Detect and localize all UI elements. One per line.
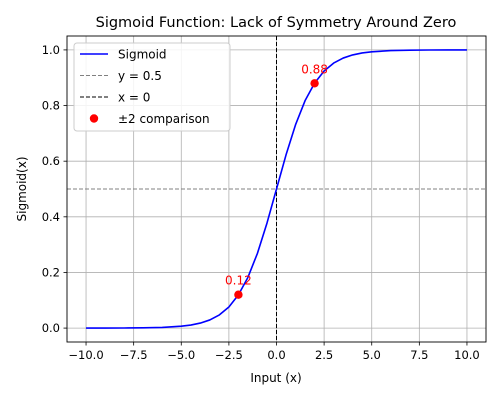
x-tick-label: 5.0	[363, 348, 381, 362]
point-label: 0.88	[301, 62, 328, 76]
x-tick-label: −7.5	[120, 348, 148, 362]
x-tick-label: 2.5	[315, 348, 333, 362]
sigmoid-curve	[86, 49, 467, 329]
legend-label: ±2 comparison	[118, 112, 210, 126]
x-axis-label: Input (x)	[250, 371, 301, 385]
comparison-point	[234, 290, 243, 299]
x-tick-label: −10.0	[68, 348, 103, 362]
y-axis-label: Sigmoid(x)	[15, 156, 29, 221]
legend-label: Sigmoid	[118, 48, 167, 62]
legend-label: x = 0	[118, 91, 150, 105]
y-tick-label: 0.8	[42, 99, 60, 113]
x-tick-label: 0.0	[267, 348, 285, 362]
x-tick-label: 10.0	[454, 348, 480, 362]
y-tick-label: 0.0	[42, 321, 60, 335]
point-label: 0.12	[225, 274, 252, 288]
chart-title: Sigmoid Function: Lack of Symmetry Aroun…	[96, 15, 457, 31]
comparison-points: 0.12 0.88	[225, 62, 328, 299]
y-tick-label: 0.6	[42, 154, 60, 168]
x-tick-label: −2.5	[215, 348, 243, 362]
comparison-point	[310, 79, 319, 88]
legend: Sigmoid y = 0.5 x = 0 ±2 comparison	[73, 42, 231, 132]
x-tick-label: −5.0	[167, 348, 195, 362]
axes: −10.0 −7.5 −5.0 −2.5 0.0 2.5 5.0 7.5 10.0 0.0 0.2 0…	[42, 43, 480, 362]
y-tick-label: 0.2	[42, 265, 60, 279]
y-tick-label: 0.4	[42, 210, 60, 224]
legend-label: y = 0.5	[118, 69, 162, 83]
y-tick-label: 1.0	[42, 43, 60, 57]
x-tick-label: 7.5	[410, 348, 428, 362]
legend-swatch	[89, 114, 99, 123]
legend-box	[73, 42, 231, 132]
series-layer	[86, 49, 467, 329]
